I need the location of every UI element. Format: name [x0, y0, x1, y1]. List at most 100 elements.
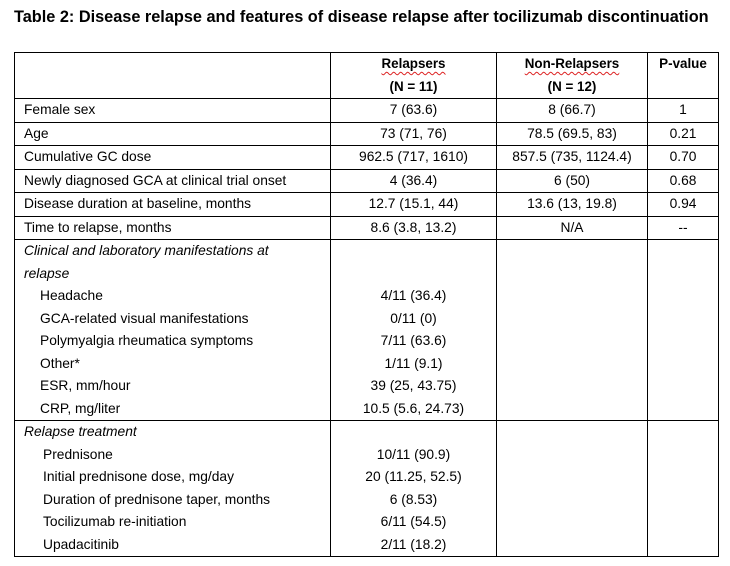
- row-non-relapsers-value: 13.6 (13, 19.8): [527, 196, 617, 211]
- treatment-label: Upadacitinib: [43, 536, 119, 552]
- p-value-label: P-value: [659, 56, 707, 71]
- row-non-relapsers-value: 857.5 (735, 1124.4): [512, 149, 632, 164]
- row-label-cell: Disease duration at baseline, months: [14, 192, 331, 217]
- row-relapsers-value: 73 (71, 76): [380, 125, 447, 141]
- table-row: Cumulative GC dose 962.5 (717, 1610) 857.5…: [14, 145, 719, 170]
- row-label: Female sex: [24, 102, 96, 117]
- table-row: Disease duration at baseline, months 12.7…: [14, 192, 719, 217]
- treatment-value: 10/11 (90.9): [376, 446, 451, 462]
- header-empty-cell: [14, 52, 331, 99]
- row-label-cell: Time to relapse, months: [14, 215, 331, 240]
- row-p-value-cell: --: [647, 215, 719, 240]
- header-p-value: P-value: [647, 52, 719, 99]
- row-p-value: 0.70: [669, 149, 697, 164]
- row-non-relapsers-value: N/A: [560, 219, 584, 235]
- row-relapsers-value: 12.7 (15.1, 44): [368, 196, 459, 211]
- row-non-relapsers-value-cell: 857.5 (735, 1124.4): [496, 145, 648, 170]
- row-p-value: 0.68: [669, 172, 697, 188]
- row-relapsers-value-cell: 4 (36.4): [330, 168, 497, 193]
- manifestations-non-relapsers-empty: [496, 239, 648, 421]
- manifestation-value: 10.5 (5.6, 24.73): [362, 400, 465, 416]
- row-p-value: --: [678, 219, 688, 235]
- treatment-value: 20 (11.25, 52.5): [365, 469, 462, 484]
- row-non-relapsers-value-cell: 13.6 (13, 19.8): [496, 192, 648, 217]
- manifestations-values: 4/11 (36.4) 0/11 (0) 7/11 (63.6) 1/11 (9.1)…: [330, 239, 497, 421]
- treatment-heading: Relapse treatment: [24, 424, 137, 439]
- manifestation-value: 1/11 (9.1): [384, 355, 443, 371]
- table-title: Table 2: Disease relapse and features of…: [14, 8, 709, 26]
- row-p-value: 0.21: [669, 125, 697, 141]
- treatment-label: Prednisone: [43, 446, 113, 462]
- treatment-p-empty: [647, 420, 719, 557]
- row-non-relapsers-value-cell: 78.5 (69.5, 83): [496, 121, 648, 146]
- row-label-cell: Female sex: [14, 98, 331, 123]
- row-label-cell: Cumulative GC dose: [14, 145, 331, 170]
- row-relapsers-value: 8.6 (3.8, 13.2): [370, 219, 457, 235]
- row-p-value-cell: 0.68: [647, 168, 719, 193]
- manifestation-value: 4/11 (36.4): [380, 288, 447, 303]
- manifestations-section: Clinical and laboratory manifestations a…: [14, 239, 719, 421]
- treatment-value: 6/11 (54.5): [380, 514, 447, 529]
- treatment-values: 10/11 (90.9) 20 (11.25, 52.5) 6 (8.53) 6/11…: [330, 420, 497, 557]
- treatment-section: Relapse treatment Prednisone Initial pred…: [14, 420, 719, 557]
- row-non-relapsers-value: 78.5 (69.5, 83): [527, 125, 617, 141]
- header-relapsers: Relapsers (N = 11): [330, 52, 497, 99]
- row-non-relapsers-value: 6 (50): [553, 172, 591, 188]
- row-relapsers-value: 7 (63.6): [389, 102, 438, 117]
- table-row: Time to relapse, months 8.6 (3.8, 13.2) N/…: [14, 215, 719, 240]
- row-relapsers-value-cell: 12.7 (15.1, 44): [330, 192, 497, 217]
- manifestation-label: Headache: [40, 288, 103, 303]
- treatment-label: Tocilizumab re-initiation: [43, 514, 187, 529]
- treatment-label: Initial prednisone dose, mg/day: [43, 469, 234, 484]
- relapsers-label: Relapsers: [381, 56, 446, 71]
- treatment-value: 6 (8.53): [389, 491, 438, 507]
- row-p-value-cell: 0.21: [647, 121, 719, 146]
- row-relapsers-value-cell: 7 (63.6): [330, 98, 497, 123]
- manifestations-heading-line2: relapse: [24, 265, 70, 281]
- row-relapsers-value-cell: 8.6 (3.8, 13.2): [330, 215, 497, 240]
- row-label: Disease duration at baseline, months: [24, 196, 252, 211]
- manifestation-label: GCA-related visual manifestations: [40, 310, 249, 326]
- row-non-relapsers-value-cell: 8 (66.7): [496, 98, 648, 123]
- manifestations-p-empty: [647, 239, 719, 421]
- manifestation-label: ESR, mm/hour: [40, 378, 131, 393]
- header-row: Relapsers (N = 11) Non-Relapsers (N = 12…: [14, 52, 719, 99]
- header-non-relapsers: Non-Relapsers (N = 12): [496, 52, 648, 99]
- row-p-value-cell: 1: [647, 98, 719, 123]
- manifestation-label: Polymyalgia rheumatica symptoms: [40, 333, 254, 348]
- row-label: Newly diagnosed GCA at clinical trial on…: [24, 172, 287, 188]
- row-p-value-cell: 0.70: [647, 145, 719, 170]
- results-table: Relapsers (N = 11) Non-Relapsers (N = 12…: [14, 52, 719, 557]
- manifestation-label: Other*: [40, 355, 80, 371]
- row-non-relapsers-value-cell: N/A: [496, 215, 648, 240]
- manifestation-value: 7/11 (63.6): [380, 333, 447, 348]
- row-non-relapsers-value-cell: 6 (50): [496, 168, 648, 193]
- row-label: Age: [24, 125, 49, 141]
- treatment-non-relapsers-empty: [496, 420, 648, 557]
- table-row: Female sex 7 (63.6) 8 (66.7) 1: [14, 98, 719, 123]
- row-label-cell: Newly diagnosed GCA at clinical trial on…: [14, 168, 331, 193]
- row-p-value: 0.94: [669, 196, 697, 211]
- row-non-relapsers-value: 8 (66.7): [548, 102, 596, 117]
- manifestations-labels: Clinical and laboratory manifestations a…: [14, 239, 331, 421]
- row-p-value-cell: 0.94: [647, 192, 719, 217]
- row-p-value: 1: [679, 102, 687, 117]
- row-relapsers-value: 4 (36.4): [389, 172, 438, 188]
- non-relapsers-label: Non-Relapsers: [524, 56, 620, 71]
- row-relapsers-value-cell: 962.5 (717, 1610): [330, 145, 497, 170]
- manifestation-value: 39 (25, 43.75): [370, 378, 457, 393]
- treatment-label: Duration of prednisone taper, months: [43, 491, 271, 507]
- row-label-cell: Age: [14, 121, 331, 146]
- treatment-value: 2/11 (18.2): [380, 536, 447, 552]
- row-relapsers-value: 962.5 (717, 1610): [359, 149, 468, 164]
- row-label: Cumulative GC dose: [24, 149, 152, 164]
- table-row: Age 73 (71, 76) 78.5 (69.5, 83) 0.21: [14, 121, 719, 146]
- relapsers-n: (N = 11): [389, 78, 438, 94]
- manifestations-heading-line1: Clinical and laboratory manifestations a…: [24, 243, 269, 258]
- table-row: Newly diagnosed GCA at clinical trial on…: [14, 168, 719, 193]
- treatment-labels: Relapse treatment Prednisone Initial pred…: [14, 420, 331, 557]
- non-relapsers-n: (N = 12): [547, 78, 597, 94]
- row-label: Time to relapse, months: [24, 219, 172, 235]
- manifestation-value: 0/11 (0): [390, 310, 437, 326]
- row-relapsers-value-cell: 73 (71, 76): [330, 121, 497, 146]
